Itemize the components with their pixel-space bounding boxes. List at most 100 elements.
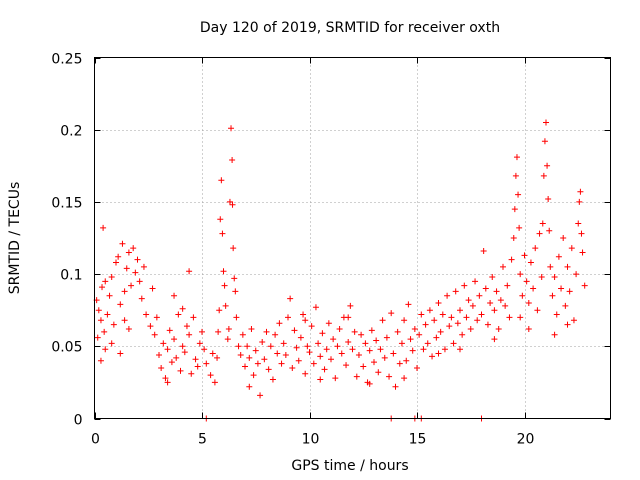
data-point (444, 292, 451, 299)
data-point (405, 301, 412, 308)
data-point (302, 370, 309, 377)
data-point (345, 338, 352, 345)
data-point (188, 370, 195, 377)
data-point (323, 346, 330, 353)
data-point (392, 383, 399, 390)
data-point (424, 340, 431, 347)
data-point (125, 249, 132, 256)
data-point (186, 331, 193, 338)
x-tick-label: 20 (517, 432, 535, 448)
data-point (99, 284, 106, 291)
data-point (540, 172, 547, 179)
data-point (551, 273, 558, 280)
data-point (497, 297, 504, 304)
data-point (217, 216, 224, 223)
data-point (469, 302, 476, 309)
data-point (123, 265, 130, 272)
data-point (101, 328, 108, 335)
data-point (534, 307, 541, 314)
data-point (433, 334, 440, 341)
data-point (136, 278, 143, 285)
data-point (349, 346, 356, 353)
data-point (543, 119, 549, 126)
data-point (106, 292, 113, 299)
data-point (530, 285, 537, 292)
data-point (168, 359, 175, 366)
x-tick-label: 5 (198, 432, 207, 448)
data-point (568, 245, 575, 252)
data-point (409, 347, 416, 354)
data-point (575, 220, 582, 227)
data-point (513, 154, 520, 161)
data-point (457, 307, 463, 314)
data-point (162, 375, 169, 382)
x-tick-label: 10 (302, 432, 320, 448)
data-point (398, 340, 405, 347)
data-point (102, 346, 109, 353)
data-point (547, 263, 554, 270)
data-point (325, 320, 332, 327)
data-point (519, 292, 526, 299)
data-point (285, 314, 291, 321)
data-point (121, 317, 128, 324)
data-point (263, 328, 270, 335)
data-point (426, 307, 433, 314)
data-point (463, 314, 470, 321)
data-point (300, 311, 307, 318)
data-point (353, 373, 360, 380)
data-point (506, 314, 513, 321)
data-point (319, 330, 326, 337)
data-point (153, 314, 160, 321)
data-point (164, 379, 171, 386)
data-point (272, 331, 279, 338)
data-point (371, 359, 377, 366)
data-point (401, 375, 408, 382)
data-point (218, 177, 225, 184)
data-point (108, 273, 115, 280)
data-points (93, 119, 588, 422)
data-point (321, 366, 328, 373)
data-point (158, 364, 165, 371)
data-point (504, 282, 511, 289)
data-point (110, 321, 117, 328)
data-point (278, 360, 285, 367)
data-point (117, 301, 124, 308)
data-point (293, 344, 300, 351)
data-point (459, 331, 466, 338)
y-tick-label: 0.1 (60, 268, 82, 284)
data-point (368, 327, 375, 334)
data-point (130, 245, 137, 252)
data-point (576, 198, 583, 205)
data-point (233, 314, 240, 321)
data-point (97, 317, 104, 324)
data-point (379, 317, 386, 324)
data-point (201, 346, 208, 353)
data-point (94, 334, 101, 341)
data-point (171, 292, 178, 299)
data-point (175, 311, 182, 318)
data-point (232, 288, 239, 295)
data-point (570, 317, 577, 324)
data-point (515, 191, 522, 198)
data-point (508, 256, 515, 263)
data-point (312, 304, 319, 311)
data-point (437, 328, 444, 335)
y-tick-labels: 0 0.05 0.1 0.15 0.2 0.25 (51, 52, 82, 429)
data-point (97, 357, 104, 364)
data-point (420, 346, 427, 353)
data-point (308, 323, 315, 330)
data-point (221, 282, 228, 289)
data-point (377, 346, 384, 353)
data-point (119, 240, 126, 247)
data-point (343, 362, 350, 369)
data-point (525, 299, 532, 306)
data-point (401, 317, 408, 324)
x-tick-labels: 0 5 10 15 20 (91, 432, 534, 448)
data-point (525, 325, 532, 332)
data-point (461, 282, 468, 289)
x-tick-label: 0 (91, 432, 100, 448)
data-point (375, 369, 382, 376)
data-point (147, 323, 154, 330)
y-tick-label: 0.25 (51, 52, 82, 68)
